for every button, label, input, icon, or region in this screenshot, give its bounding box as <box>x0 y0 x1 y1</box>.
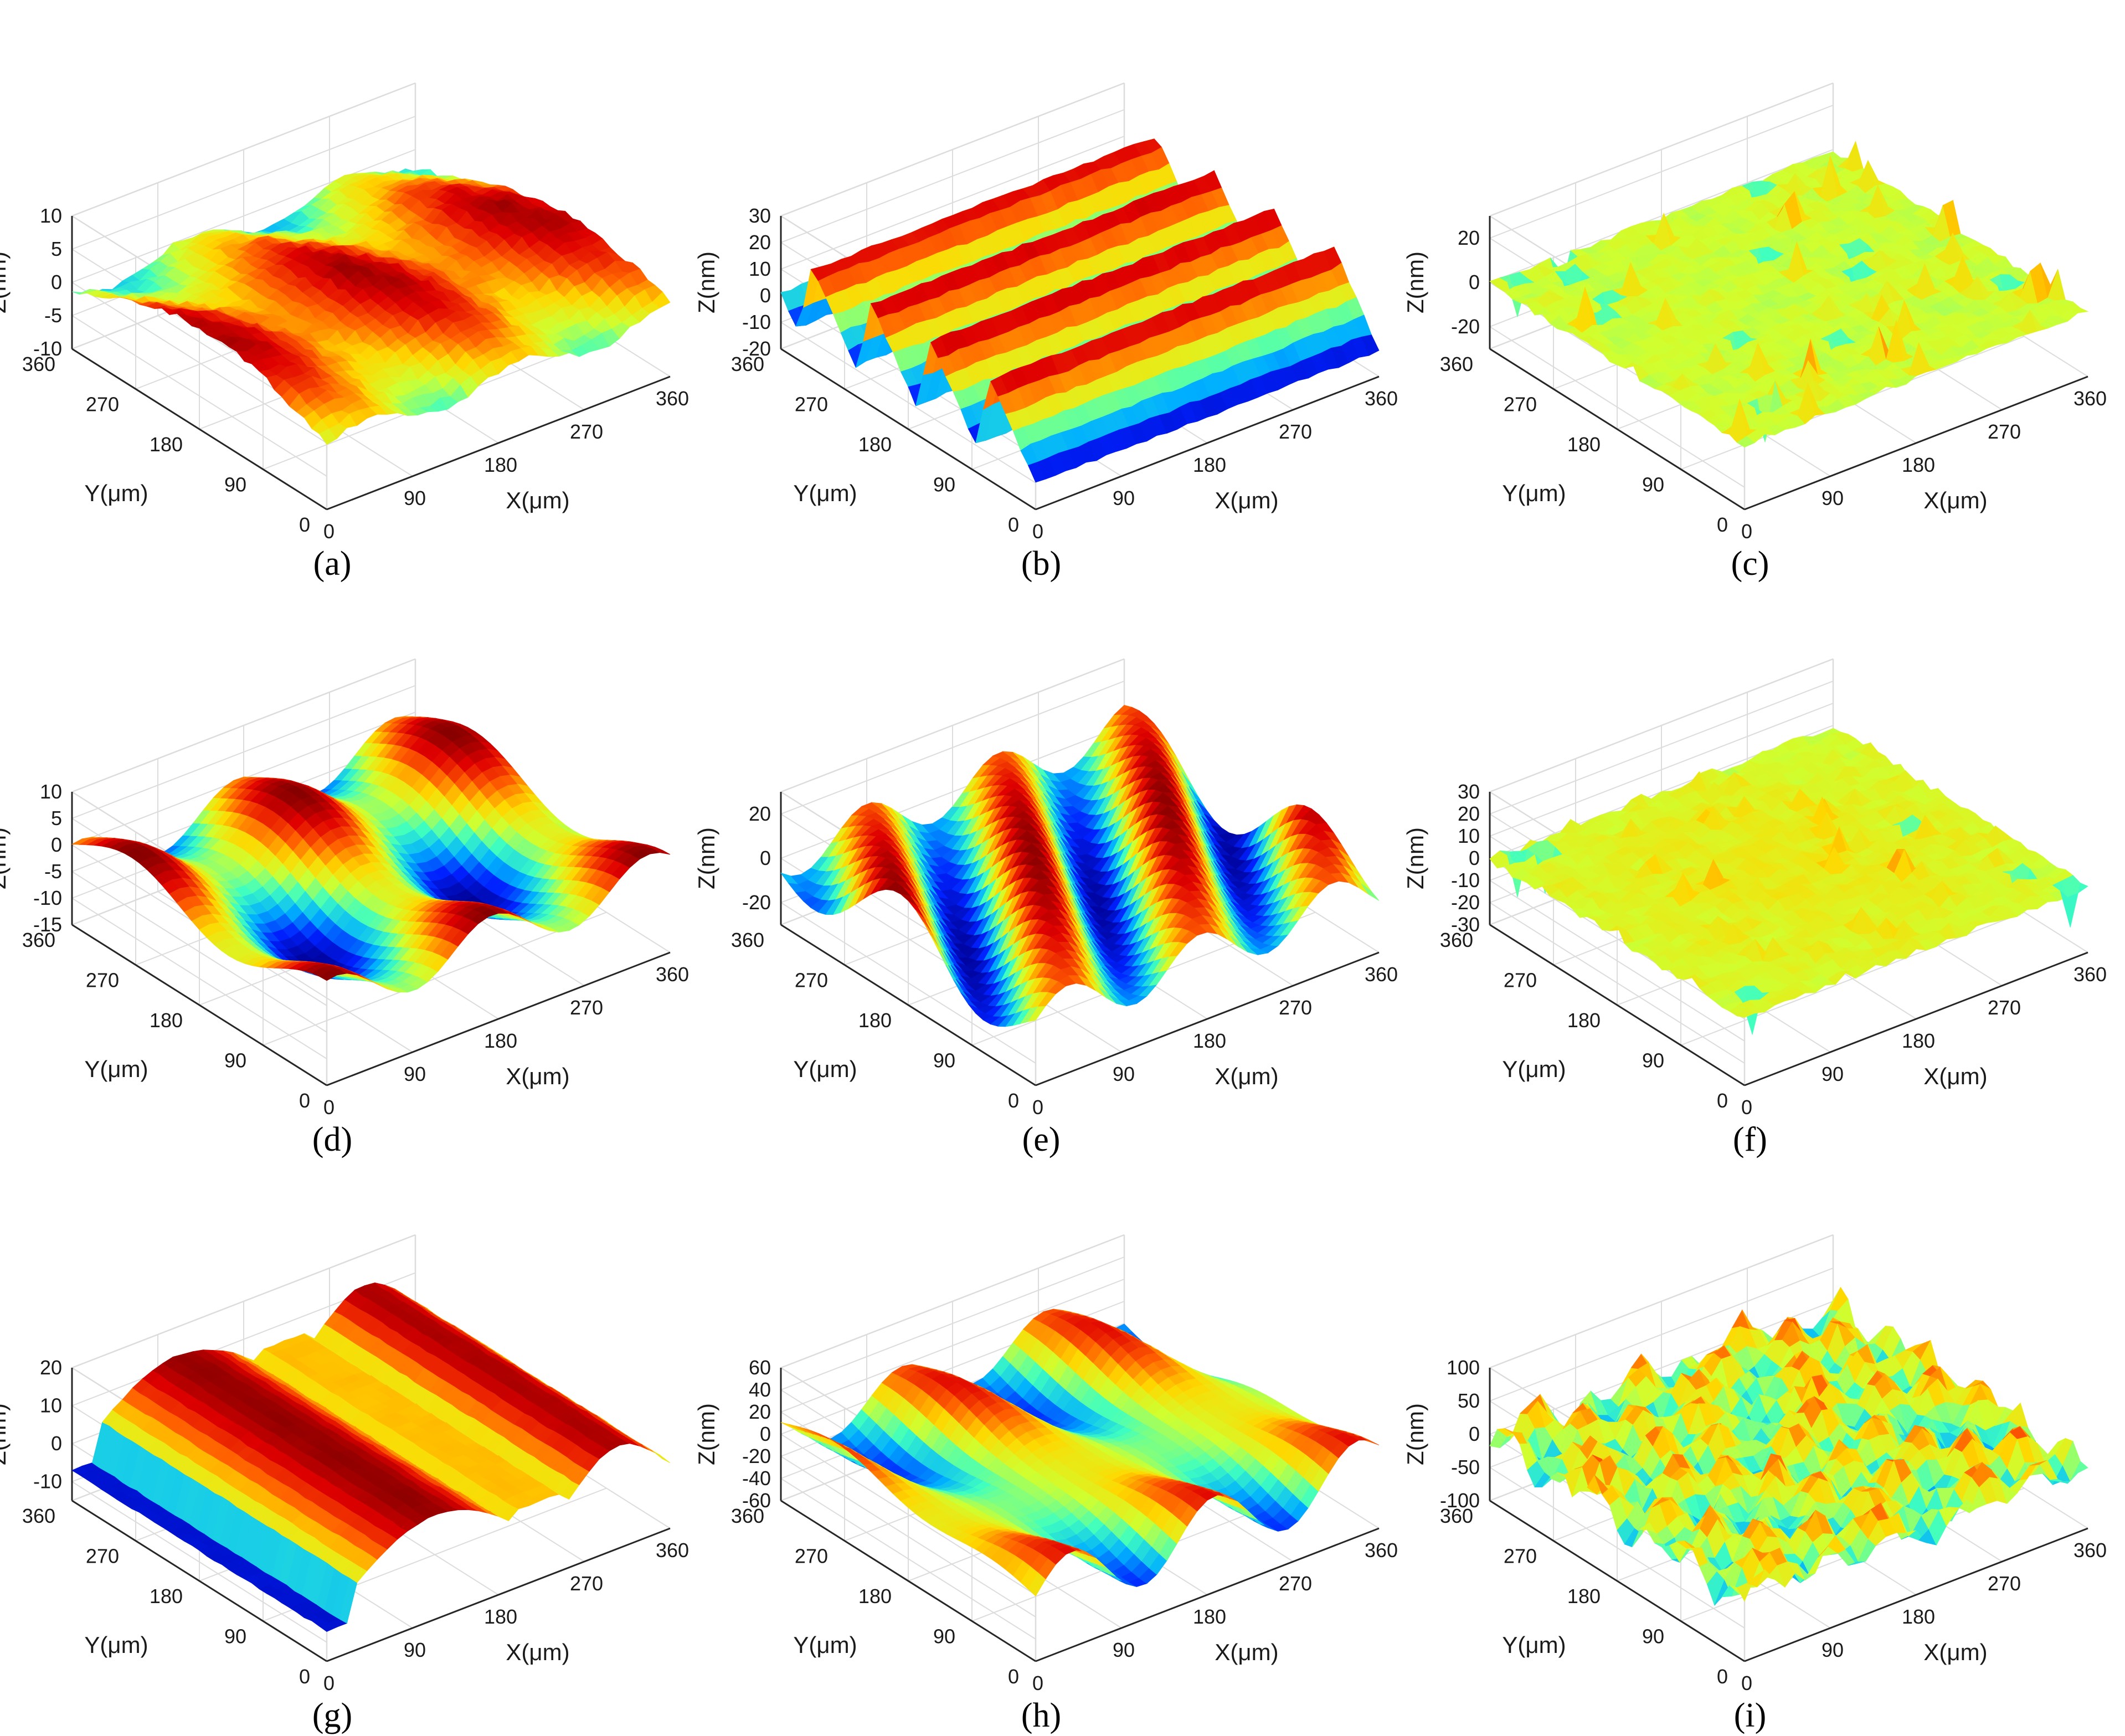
z-tick-label: 10 <box>40 780 62 803</box>
x-axis-label: X(μm) <box>1215 487 1278 513</box>
x-tick-label: 180 <box>484 454 517 476</box>
axis-edge <box>71 82 416 217</box>
x-tick-label: 360 <box>1365 387 1398 410</box>
y-axis-line <box>71 348 327 511</box>
x-tick-label: 180 <box>1902 454 1935 476</box>
x-tick-label: 270 <box>1988 420 2021 443</box>
z-tick-label: 0 <box>1469 271 1480 293</box>
x-tick-label: 270 <box>1279 420 1312 443</box>
panel-label: (a) <box>313 545 352 583</box>
chart-panel: 090180270360090180270360-10-50510X(μm)Y(… <box>0 82 689 583</box>
x-tick-label: 90 <box>404 487 426 509</box>
y-tick-label: 270 <box>1504 393 1537 416</box>
z-tick-label: -10 <box>33 887 62 909</box>
panel-label: (c) <box>1731 545 1769 583</box>
y-axis-label: Y(μm) <box>84 480 148 506</box>
z-tick-label: 0 <box>51 833 62 856</box>
y-tick-label: 270 <box>86 393 119 416</box>
x-tick-label: 0 <box>1741 520 1752 543</box>
z-tick-label: 20 <box>1458 226 1480 249</box>
chart-panel: 090180270360090180270360-15-10-50510X(μm… <box>0 658 689 1158</box>
x-tick-label: 90 <box>1822 487 1844 509</box>
x-tick-label: 360 <box>656 963 689 986</box>
y-tick-label: 0 <box>299 513 310 536</box>
x-axis-label: X(μm) <box>506 487 569 513</box>
z-axis-label: Z(nm) <box>693 251 719 313</box>
y-tick-label: 90 <box>224 473 246 496</box>
z-tick-label: -5 <box>44 304 62 327</box>
x-tick-label: 0 <box>323 1096 335 1119</box>
z-tick-label: -5 <box>44 860 62 883</box>
y-tick-label: 360 <box>1440 353 1473 375</box>
y-tick-label: 270 <box>86 969 119 992</box>
z-tick-label: 0 <box>760 284 771 307</box>
surface <box>1489 140 2089 448</box>
chart-panel: 090180270360090180270360-20020X(μm)Y(μm)… <box>693 658 1398 1158</box>
x-axis-label: X(μm) <box>506 1063 569 1089</box>
x-tick-label: 360 <box>2073 387 2107 410</box>
y-tick-label: 180 <box>858 433 892 456</box>
x-tick-label: 180 <box>1193 454 1226 476</box>
z-tick-label: 10 <box>40 204 62 227</box>
x-axis-label: X(μm) <box>1923 487 1987 513</box>
y-axis-label: Y(μm) <box>793 480 857 506</box>
y-tick-label: 90 <box>1642 473 1664 496</box>
x-axis-line <box>326 375 671 511</box>
x-tick-label: 180 <box>484 1029 517 1052</box>
z-tick-label: -10 <box>33 337 62 360</box>
z-axis-label: Z(nm) <box>0 827 11 889</box>
y-tick-label: 90 <box>224 1049 246 1072</box>
surface <box>71 168 671 445</box>
z-axis-label: Z(nm) <box>1402 251 1428 313</box>
y-tick-label: 180 <box>150 433 183 456</box>
z-tick-label: 30 <box>749 204 771 227</box>
panel-label: (d) <box>312 1121 352 1158</box>
z-tick-label: 5 <box>51 238 62 260</box>
surface-patch <box>1845 140 1864 172</box>
z-tick-label: -15 <box>33 913 62 936</box>
chart-panel: 0 90 180 270 360 0 90 180 270 360 -20 0 20 X(μm) Y(μm)… <box>1402 82 2107 583</box>
x-tick-label: 360 <box>656 387 689 410</box>
x-tick-label: 270 <box>570 996 603 1019</box>
x-tick-label: 90 <box>1113 487 1135 509</box>
y-tick-label: 0 <box>1008 513 1019 536</box>
x-tick-label: 270 <box>570 420 603 443</box>
y-tick-label: 180 <box>150 1009 183 1032</box>
z-tick-label: 0 <box>51 271 62 293</box>
z-tick-label: 5 <box>51 807 62 830</box>
z-tick-label: -10 <box>742 311 771 333</box>
y-tick-label: 270 <box>795 393 828 416</box>
y-tick-label: 90 <box>933 473 955 496</box>
x-tick-label: 0 <box>323 520 335 543</box>
chart-panel: 090180270360090180270360-20-100102030X(μ… <box>693 82 1398 583</box>
z-tick-label: -20 <box>742 337 771 360</box>
z-tick-label: 20 <box>749 231 771 254</box>
z-tick-label: 10 <box>749 257 771 280</box>
y-axis-label: Y(μm) <box>84 1056 148 1082</box>
y-axis-label: Y(μm) <box>1502 480 1566 506</box>
y-tick-label: 180 <box>1567 433 1601 456</box>
z-axis-label: Z(nm) <box>0 251 11 313</box>
x-tick-label: 0 <box>1032 520 1043 543</box>
x-tick-label: 90 <box>404 1063 426 1085</box>
surface <box>780 705 1380 1027</box>
panel-label: (b) <box>1021 545 1061 583</box>
y-tick-label: 0 <box>1717 513 1728 536</box>
y-tick-label: 0 <box>299 1089 310 1112</box>
z-tick-label: -20 <box>1451 315 1480 338</box>
